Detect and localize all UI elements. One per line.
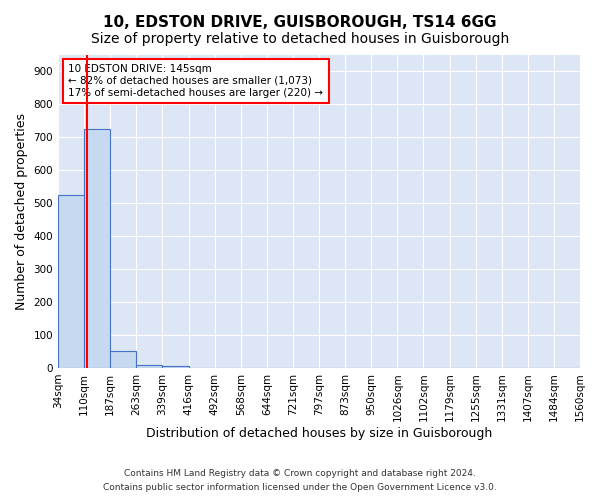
Bar (136, 364, 163, 368)
Bar (110, 352, 136, 368)
Bar (163, 366, 188, 368)
Bar (84, 129, 110, 368)
Text: 10, EDSTON DRIVE, GUISBOROUGH, TS14 6GG: 10, EDSTON DRIVE, GUISBOROUGH, TS14 6GG (103, 15, 497, 30)
Bar (58, 195, 84, 368)
X-axis label: Distribution of detached houses by size in Guisborough: Distribution of detached houses by size … (146, 427, 492, 440)
Y-axis label: Number of detached properties: Number of detached properties (15, 113, 28, 310)
Text: Contains public sector information licensed under the Open Government Licence v3: Contains public sector information licen… (103, 484, 497, 492)
Text: 10 EDSTON DRIVE: 145sqm
← 82% of detached houses are smaller (1,073)
17% of semi: 10 EDSTON DRIVE: 145sqm ← 82% of detache… (68, 64, 323, 98)
Text: Contains HM Land Registry data © Crown copyright and database right 2024.: Contains HM Land Registry data © Crown c… (124, 468, 476, 477)
Text: Size of property relative to detached houses in Guisborough: Size of property relative to detached ho… (91, 32, 509, 46)
